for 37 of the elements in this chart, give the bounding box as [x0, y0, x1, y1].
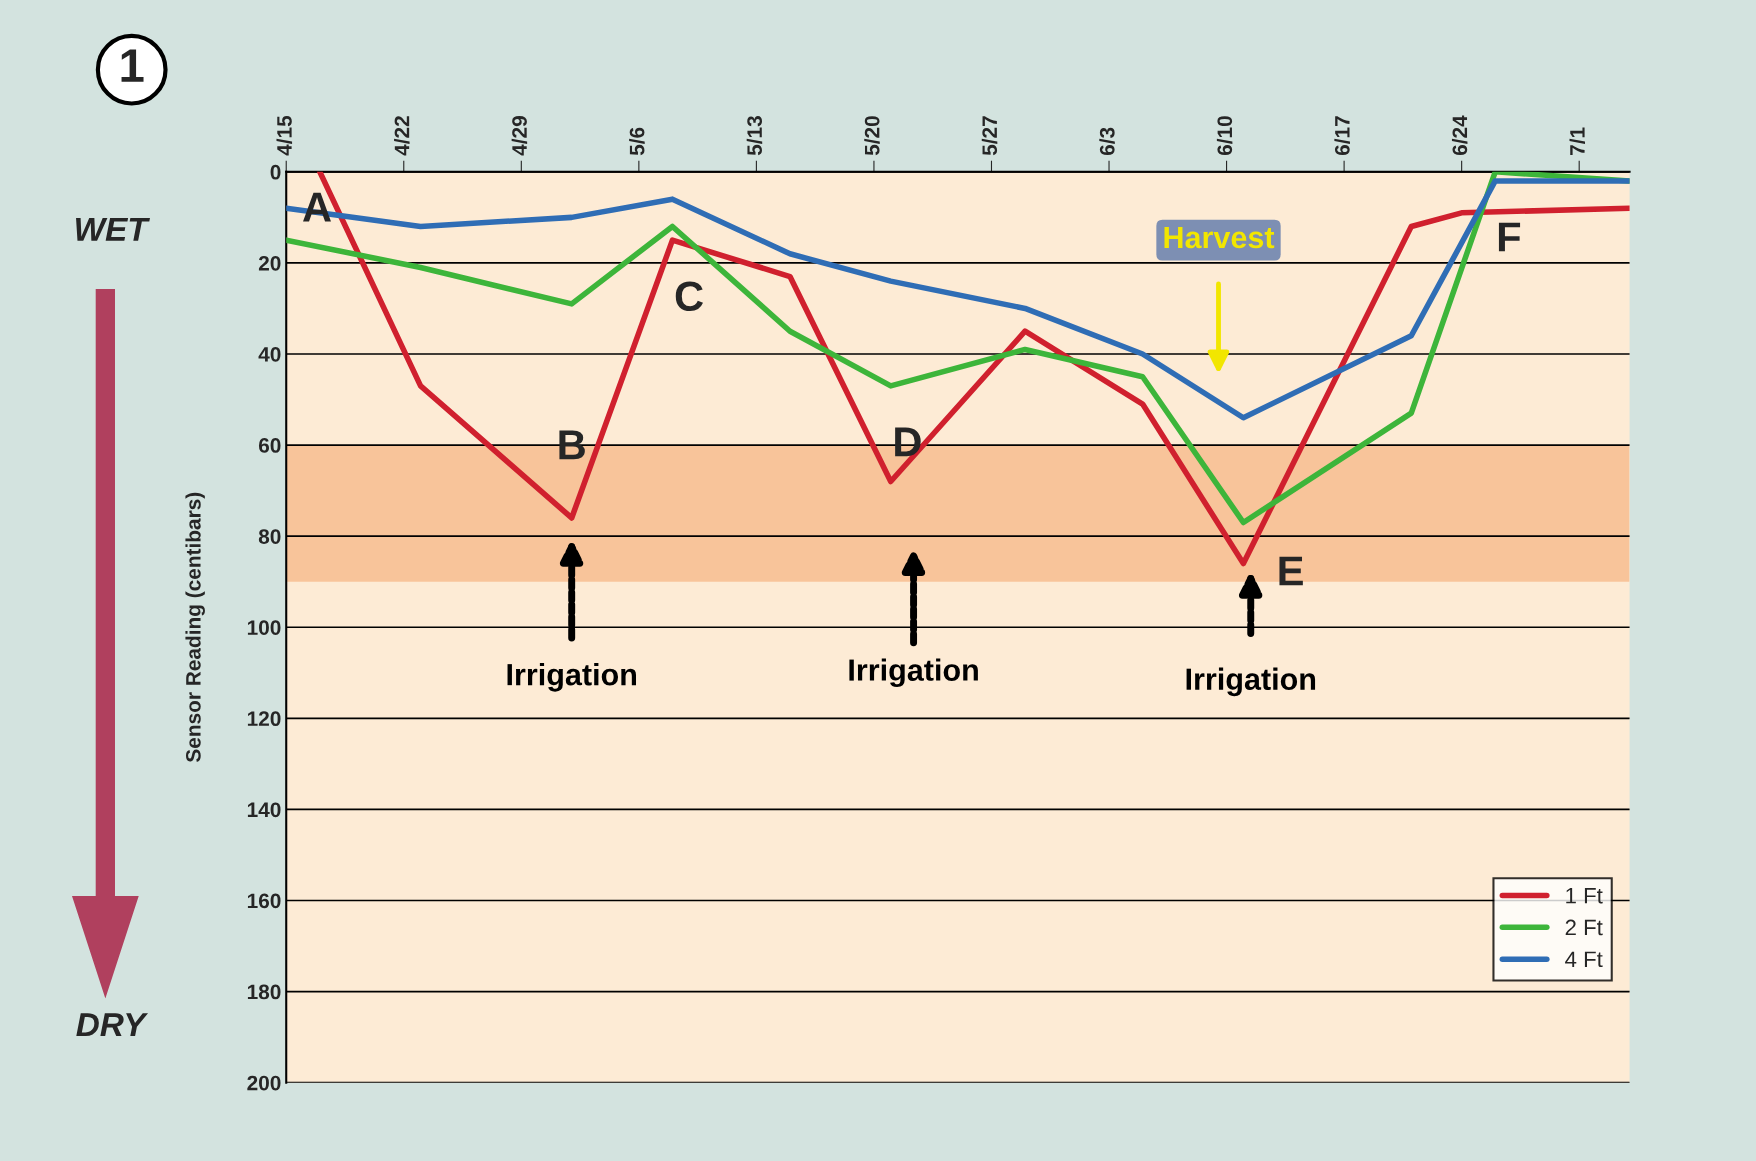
annotation: E	[1279, 556, 1303, 586]
y-tick-label: 140	[247, 802, 281, 818]
annotation: Irrigation	[849, 658, 978, 688]
y-tick-label: 100	[247, 620, 281, 635]
y-tick-label: 80	[258, 529, 281, 544]
x-tick-label: 5/20	[864, 116, 880, 156]
y-tick-label: 120	[247, 711, 281, 727]
x-tick-label: 7/1	[1569, 127, 1585, 155]
x-tick-label: 4/29	[511, 116, 528, 156]
x-tick-label: 6/10	[1216, 116, 1233, 156]
y-tick-label: 0	[270, 164, 281, 180]
x-tick-label: 6/3	[1099, 127, 1115, 156]
legend-label: 2 Ft	[1565, 919, 1603, 936]
legend-label: 1 Ft	[1566, 888, 1603, 904]
x-tick-label: 5/13	[746, 116, 763, 156]
y-tick-label: 160	[247, 893, 281, 909]
x-tick-label: 6/17	[1334, 116, 1350, 156]
x-tick-label: 4/22	[394, 116, 410, 156]
annotation: Harvest	[1164, 227, 1275, 249]
text: 1	[121, 49, 144, 82]
annotation: Irrigation	[507, 663, 636, 692]
x-tick-label: 5/27	[981, 116, 998, 156]
y-tick-label: 60	[258, 438, 281, 453]
text: DRY	[76, 1013, 149, 1037]
x-tick-label: 4/15	[276, 115, 293, 156]
x-tick-label: 5/6	[629, 127, 645, 156]
y-tick-label: 40	[258, 346, 281, 362]
x-tick-label: 6/24	[1451, 115, 1468, 156]
annotation: C	[675, 281, 704, 312]
y-tick-label: 180	[247, 984, 281, 1000]
y-tick-label: 200	[247, 1075, 281, 1091]
annotation: Irrigation	[1186, 667, 1316, 697]
annotation: F	[1498, 222, 1521, 252]
legend-label: 4 Ft	[1565, 951, 1603, 968]
text: WET	[76, 217, 150, 241]
y-tick-label: 20	[258, 255, 281, 271]
y-axis-title: Sensor Reading (centibars)	[185, 492, 205, 763]
